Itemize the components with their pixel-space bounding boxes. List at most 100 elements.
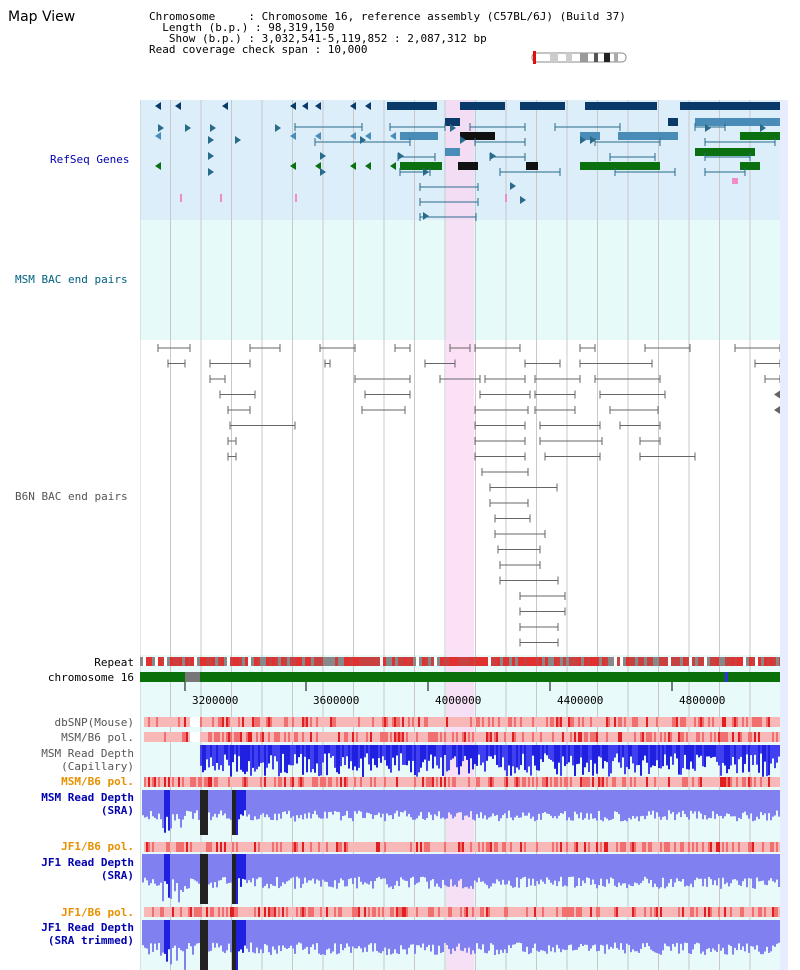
- pol-segment: [218, 732, 220, 742]
- pol-segment: [372, 907, 374, 917]
- pol-segment: [652, 732, 654, 742]
- depth-bar: [286, 745, 288, 774]
- depth-bar: [448, 790, 450, 813]
- depth-bar: [474, 920, 476, 954]
- depth-bar: [556, 920, 558, 945]
- depth-bar: [172, 920, 174, 948]
- pol-segment: [448, 907, 450, 917]
- pol-segment: [276, 907, 278, 917]
- depth-bar: [368, 790, 370, 814]
- pol-segment: [386, 777, 388, 787]
- pol-segment: [508, 732, 510, 742]
- depth-bar: [566, 745, 568, 765]
- depth-bar: [288, 854, 290, 881]
- pol-segment: [588, 732, 590, 742]
- depth-bar: [696, 854, 698, 878]
- repeat-segment: [506, 657, 509, 666]
- depth-bar: [404, 854, 406, 881]
- depth-bar: [280, 745, 282, 773]
- pol-segment: [696, 732, 698, 742]
- pol-segment: [566, 907, 568, 917]
- depth-bar: [526, 745, 528, 773]
- pol-segment: [164, 907, 166, 917]
- pol-segment: [418, 842, 420, 852]
- depth-bar: [264, 790, 266, 818]
- pol-segment: [758, 777, 760, 787]
- pol-segment: [272, 907, 274, 917]
- depth-bar: [360, 745, 362, 759]
- pol-segment: [152, 777, 154, 787]
- pol-segment: [420, 777, 422, 787]
- pol-segment: [642, 842, 644, 852]
- depth-bar: [408, 920, 410, 948]
- depth-bar: [310, 854, 312, 881]
- pol-segment: [498, 842, 500, 852]
- pol-segment: [744, 717, 746, 727]
- depth-bar: [434, 920, 436, 955]
- depth-bar: [456, 745, 458, 768]
- pol-segment: [754, 842, 756, 852]
- depth-bar: [350, 854, 352, 879]
- repeat-segment: [170, 657, 173, 666]
- depth-bar: [212, 790, 214, 817]
- feature-block: [445, 118, 460, 126]
- depth-bar: [706, 854, 708, 887]
- pol-segment: [768, 777, 770, 787]
- track-label-msm-pol-2: MSM/B6 pol.: [61, 775, 134, 788]
- pol-segment: [202, 732, 204, 742]
- pol-segment: [466, 907, 468, 917]
- chromosome-ideogram[interactable]: [528, 51, 632, 65]
- depth-bar: [554, 920, 556, 953]
- pol-segment: [212, 842, 214, 852]
- pol-segment: [468, 777, 470, 787]
- depth-bar: [594, 745, 596, 764]
- depth-bar: [594, 920, 596, 945]
- pol-segment: [696, 777, 698, 787]
- pol-segment: [190, 842, 192, 852]
- pol-segment: [664, 717, 666, 727]
- depth-bar: [244, 745, 246, 775]
- pol-segment: [232, 842, 234, 852]
- pol-segment: [630, 777, 632, 787]
- depth-bar: [184, 854, 186, 887]
- pol-segment: [670, 717, 672, 727]
- depth-bar: [442, 745, 444, 776]
- pol-segment: [498, 717, 500, 727]
- depth-bar: [480, 920, 482, 950]
- pol-segment: [184, 842, 186, 852]
- pol-segment: [254, 732, 256, 742]
- depth-bar: [498, 920, 500, 955]
- pol-segment: [552, 777, 554, 787]
- repeat-segment: [146, 657, 149, 666]
- pol-segment: [182, 842, 184, 852]
- pol-segment: [426, 717, 428, 727]
- pol-segment: [518, 717, 520, 727]
- repeat-segment: [311, 657, 314, 666]
- pol-segment: [414, 907, 416, 917]
- depth-bar: [584, 745, 586, 768]
- pol-segment: [214, 777, 216, 787]
- depth-bar: [688, 854, 690, 887]
- pol-segment: [594, 777, 596, 787]
- pol-segment: [710, 907, 712, 917]
- depth-bar: [306, 790, 308, 819]
- pol-segment: [550, 842, 552, 852]
- depth-bar: [162, 790, 164, 829]
- feature-layer[interactable]: [140, 100, 780, 660]
- pol-segment: [188, 717, 190, 727]
- depth-bar: [276, 920, 278, 954]
- depth-bar: [164, 790, 166, 833]
- depth-bar: [222, 790, 224, 816]
- pol-segment: [396, 777, 398, 787]
- pol-segment: [764, 842, 766, 852]
- depth-bar: [616, 745, 618, 754]
- depth-bar: [254, 920, 256, 954]
- pol-segment: [682, 732, 684, 742]
- pol-segment: [586, 717, 588, 727]
- depth-bar: [506, 920, 508, 954]
- depth-bar: [560, 790, 562, 813]
- depth-bar: [408, 745, 410, 761]
- pol-segment: [614, 717, 616, 727]
- depth-bar: [692, 920, 694, 950]
- pol-segment: [548, 777, 550, 787]
